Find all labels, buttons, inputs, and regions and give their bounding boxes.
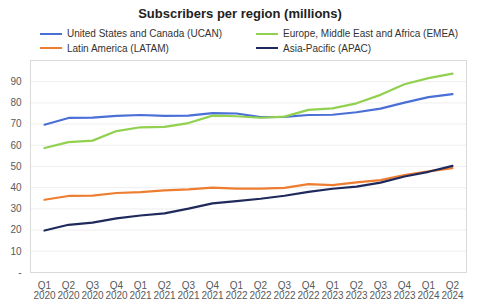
- svg-text:Q42022: Q42022: [297, 280, 320, 301]
- svg-text:Q32021: Q32021: [177, 280, 200, 301]
- svg-text:Q12021: Q12021: [129, 280, 152, 301]
- svg-text:Q32020: Q32020: [81, 280, 104, 301]
- svg-text:Q12020: Q12020: [33, 280, 56, 301]
- svg-text:Q22021: Q22021: [153, 280, 176, 301]
- svg-text:Q22023: Q22023: [345, 280, 368, 301]
- svg-text:50: 50: [10, 161, 22, 172]
- svg-text:Q12022: Q12022: [225, 280, 248, 301]
- svg-text:Q32022: Q32022: [273, 280, 296, 301]
- html-text:Subscribers per region (millio: Subscribers per region (millions): [138, 6, 342, 21]
- svg-text:Q22024: Q22024: [441, 280, 464, 301]
- svg-text:Q22020: Q22020: [57, 280, 80, 301]
- svg-text:90: 90: [10, 76, 22, 87]
- svg-text:Q12024: Q12024: [417, 280, 440, 301]
- html-text:Latin America (LATAM): Latin America (LATAM): [67, 42, 169, 54]
- svg-text:30: 30: [10, 203, 22, 214]
- svg-text:Q32023: Q32023: [369, 280, 392, 301]
- svg-text:Q22022: Q22022: [249, 280, 272, 301]
- svg-text:Q42021: Q42021: [201, 280, 224, 301]
- svg-text:Q12023: Q12023: [321, 280, 344, 301]
- svg-text:60: 60: [10, 140, 22, 151]
- svg-text:20: 20: [10, 224, 22, 235]
- svg-text:Q42023: Q42023: [393, 280, 416, 301]
- svg-text:-: -: [18, 267, 21, 278]
- svg-text:Q42020: Q42020: [105, 280, 128, 301]
- html-text:Europe, Middle East and Africa: Europe, Middle East and Africa (EMEA): [283, 28, 459, 40]
- svg-text:70: 70: [10, 118, 22, 129]
- svg-text:80: 80: [10, 97, 22, 108]
- svg-text:10: 10: [10, 246, 22, 257]
- html-text:United States and Canada (UCAN: United States and Canada (UCAN): [67, 28, 223, 40]
- svg-text:40: 40: [10, 182, 22, 193]
- html-text:Asia-Pacific (APAC): Asia-Pacific (APAC): [283, 42, 372, 54]
